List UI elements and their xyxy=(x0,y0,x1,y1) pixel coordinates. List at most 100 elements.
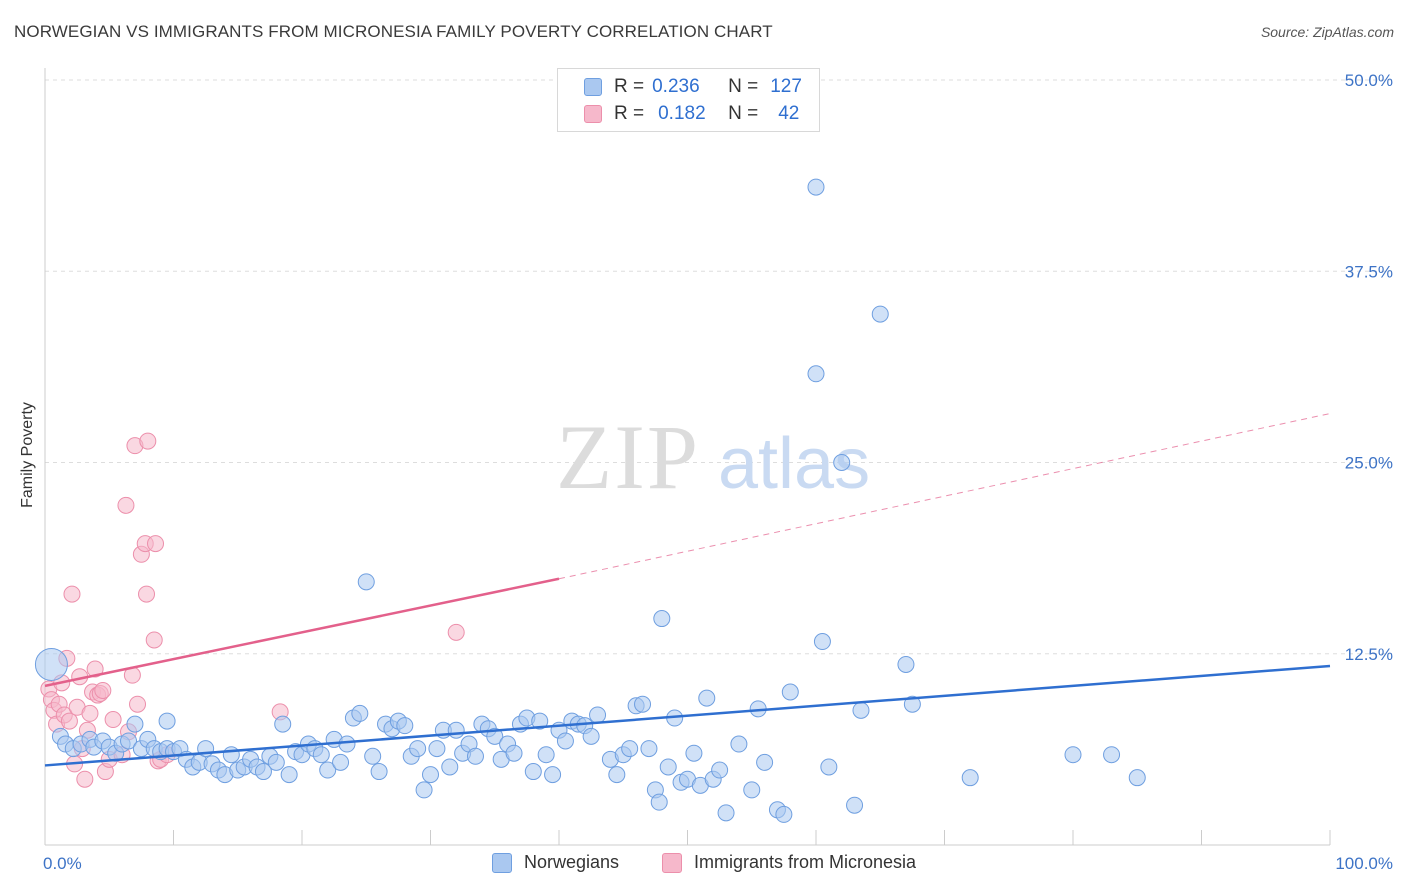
grid-lines xyxy=(45,79,1392,655)
legend-row-norwegians: R = 0.236 N = 127 xyxy=(584,75,802,99)
norwegian-point xyxy=(1064,746,1082,764)
micronesia-trend-line xyxy=(44,577,560,688)
norwegian-point xyxy=(441,758,459,776)
norwegian-point xyxy=(254,763,272,781)
y-tick-label: 37.5% xyxy=(1345,262,1393,281)
norwegian-point xyxy=(653,610,671,628)
norwegian-point xyxy=(531,712,549,730)
source-label: Source: ZipAtlas.com xyxy=(1260,24,1394,40)
norwegian-point xyxy=(428,740,446,758)
norwegian-point xyxy=(730,735,748,753)
watermark-zip: ZIP xyxy=(556,406,700,508)
norwegian-point xyxy=(524,763,542,781)
micronesia-point xyxy=(117,496,135,514)
r-value: 0.182 xyxy=(658,103,706,124)
norwegian-point xyxy=(422,766,439,784)
micronesia-point xyxy=(63,585,81,603)
legend-item-norwegians[interactable]: Norwegians xyxy=(492,852,619,873)
norwegian-point xyxy=(370,763,388,781)
micronesia-point xyxy=(104,711,122,729)
norwegian-point xyxy=(1128,769,1146,787)
norwegian-point xyxy=(897,655,915,673)
norwegian-point xyxy=(120,732,138,750)
micronesia-point xyxy=(129,695,147,713)
norwegian-point xyxy=(852,701,870,719)
norwegian-point xyxy=(1103,746,1121,764)
micronesia-point xyxy=(147,535,165,553)
norwegian-point xyxy=(357,573,375,591)
norwegian-point xyxy=(158,712,176,730)
norwegian-point xyxy=(447,721,465,739)
norwegian-point xyxy=(711,761,729,779)
chart-title: NORWEGIAN VS IMMIGRANTS FROM MICRONESIA … xyxy=(14,22,773,41)
norwegian-point xyxy=(698,689,716,707)
legend-item-micronesia[interactable]: Immigrants from Micronesia xyxy=(662,852,916,873)
norwegian-point xyxy=(351,704,369,722)
norwegian-point xyxy=(871,305,889,323)
norwegian-point xyxy=(621,740,639,758)
norwegian-point xyxy=(415,781,433,799)
legend-label: Norwegians xyxy=(524,852,620,872)
norwegians-swatch xyxy=(492,852,512,873)
axes xyxy=(44,68,1331,846)
norwegian-point xyxy=(813,633,831,651)
norwegian-point xyxy=(634,695,652,713)
norwegian-point xyxy=(659,758,677,776)
x-tick-label: 0.0% xyxy=(43,854,82,873)
legend-stats: R = 0.236 N = 127 R = 0.182 N = 42 xyxy=(557,68,820,132)
norwegians-swatch xyxy=(584,78,602,96)
tick-labels: 12.5% 25.0% 37.5% 50.0% 0.0% 100.0% xyxy=(43,71,1393,873)
norwegian-point xyxy=(332,753,350,771)
norwegian-point xyxy=(650,793,668,811)
micronesia-swatch xyxy=(662,852,682,873)
micronesia-point xyxy=(81,704,99,722)
n-label: N = xyxy=(728,76,759,97)
norwegian-point xyxy=(781,683,799,701)
watermark: ZIP atlas xyxy=(556,406,870,508)
norwegian-point xyxy=(807,365,825,383)
norwegian-point xyxy=(544,766,562,784)
norwegian-point xyxy=(537,746,555,764)
norwegian-point xyxy=(556,732,574,750)
norwegian-point xyxy=(807,178,825,196)
micronesia-point xyxy=(447,623,465,641)
micronesia-point xyxy=(138,585,156,603)
norwegian-point xyxy=(505,744,523,762)
norwegian-point xyxy=(582,727,600,745)
norwegian-point xyxy=(222,746,240,764)
norwegian-point xyxy=(820,758,838,776)
n-value: 42 xyxy=(778,103,800,124)
x-tick-label: 100.0% xyxy=(1335,854,1393,873)
norwegian-point xyxy=(126,715,144,733)
micronesia-point xyxy=(76,770,94,788)
norwegian-point xyxy=(717,804,735,822)
norwegian-point xyxy=(338,735,356,753)
norwegian-point xyxy=(267,753,285,771)
norwegian-point xyxy=(274,715,292,733)
norwegian-point xyxy=(466,747,484,765)
norwegian-point xyxy=(364,747,382,765)
norwegian-point xyxy=(743,781,761,799)
norwegian-point xyxy=(775,805,793,823)
norwegian-point xyxy=(589,706,607,724)
norwegian-point xyxy=(319,761,337,779)
micronesia-point xyxy=(60,712,78,730)
y-tick-label: 50.0% xyxy=(1345,71,1393,90)
norwegian-point xyxy=(34,647,68,681)
norwegian-point xyxy=(640,740,658,758)
norwegian-point xyxy=(396,717,414,735)
micronesia-point xyxy=(94,681,112,699)
legend-series: Norwegians Immigrants from Micronesia xyxy=(0,852,1406,878)
micronesia-point xyxy=(86,660,104,678)
n-value: 127 xyxy=(770,76,802,97)
legend-label: Immigrants from Micronesia xyxy=(694,852,917,872)
norwegians-trend-line xyxy=(44,664,1331,767)
norwegian-point xyxy=(486,727,504,745)
micronesia-point xyxy=(145,631,163,649)
norwegian-point xyxy=(846,796,864,814)
norwegian-point xyxy=(833,454,851,471)
norwegian-point xyxy=(756,753,774,771)
y-tick-label: 25.0% xyxy=(1345,454,1393,473)
legend-row-micronesia: R = 0.182 N = 42 xyxy=(584,102,799,126)
